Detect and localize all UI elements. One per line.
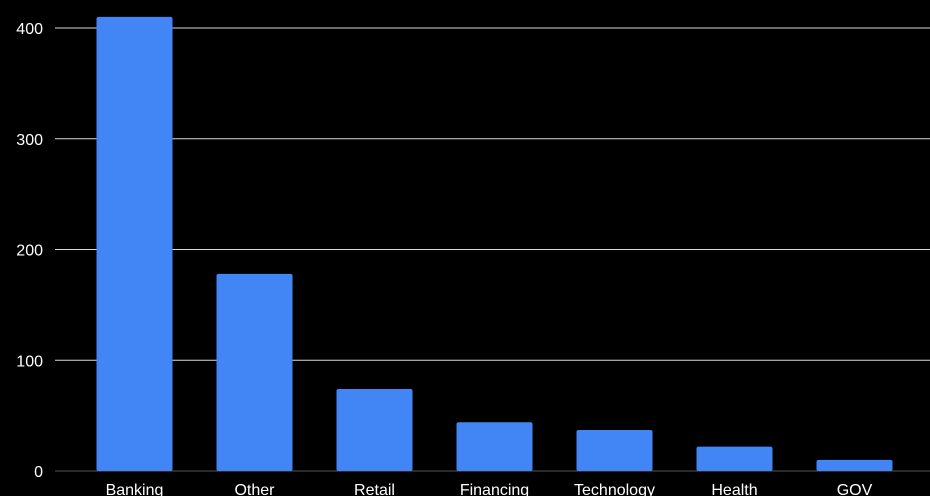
x-tick-label-gov: GOV xyxy=(837,482,873,496)
x-tick-label-technology: Technology xyxy=(574,482,655,496)
bar-other xyxy=(216,273,293,471)
bar-technology xyxy=(576,430,653,471)
bars xyxy=(96,16,893,472)
y-tick-label: 300 xyxy=(16,132,43,149)
x-tick-label-financing: Financing xyxy=(460,482,529,496)
x-tick-label-retail: Retail xyxy=(354,482,395,496)
y-tick-label: 200 xyxy=(16,243,43,260)
y-tick-label: 100 xyxy=(16,353,43,370)
y-tick-label: 400 xyxy=(16,21,43,38)
bar-health xyxy=(696,446,773,471)
x-tick-label-other: Other xyxy=(234,482,275,496)
bar-banking xyxy=(96,16,173,472)
y-tick-label: 0 xyxy=(34,464,43,481)
x-tick-label-banking: Banking xyxy=(106,482,164,496)
y-axis-ticks: 0 100 200 300 400 xyxy=(16,21,43,481)
x-tick-label-health: Health xyxy=(711,482,757,496)
x-axis-ticks: Banking Other Retail Financing Technology Hea… xyxy=(106,482,873,496)
gridlines xyxy=(55,27,930,472)
bar-financing xyxy=(456,422,533,471)
bar-gov xyxy=(816,459,893,471)
bar-retail xyxy=(336,389,413,471)
